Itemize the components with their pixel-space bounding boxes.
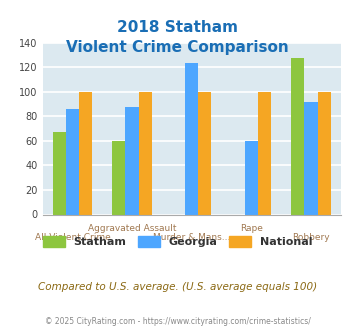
Bar: [113, 141, 126, 214]
Bar: [305, 102, 317, 214]
Bar: [198, 92, 211, 214]
Text: Violent Crime Comparison: Violent Crime Comparison: [66, 40, 289, 54]
Bar: [79, 92, 92, 214]
Text: All Violent Crime: All Violent Crime: [34, 233, 110, 242]
Bar: [291, 58, 305, 214]
Bar: [53, 132, 66, 214]
Bar: [126, 107, 138, 214]
Bar: [185, 62, 198, 214]
Bar: [66, 109, 79, 214]
Text: Robbery: Robbery: [292, 233, 330, 242]
Text: Compared to U.S. average. (U.S. average equals 100): Compared to U.S. average. (U.S. average …: [38, 282, 317, 292]
Text: Rape: Rape: [240, 224, 263, 233]
Text: Aggravated Assault: Aggravated Assault: [88, 224, 176, 233]
Text: © 2025 CityRating.com - https://www.cityrating.com/crime-statistics/: © 2025 CityRating.com - https://www.city…: [45, 317, 310, 326]
Text: 2018 Statham: 2018 Statham: [117, 20, 238, 35]
Bar: [138, 92, 152, 214]
Legend: Statham, Georgia, National: Statham, Georgia, National: [38, 232, 317, 252]
Bar: [317, 92, 331, 214]
Text: Murder & Mans...: Murder & Mans...: [153, 233, 230, 242]
Bar: [245, 141, 258, 214]
Bar: [258, 92, 271, 214]
